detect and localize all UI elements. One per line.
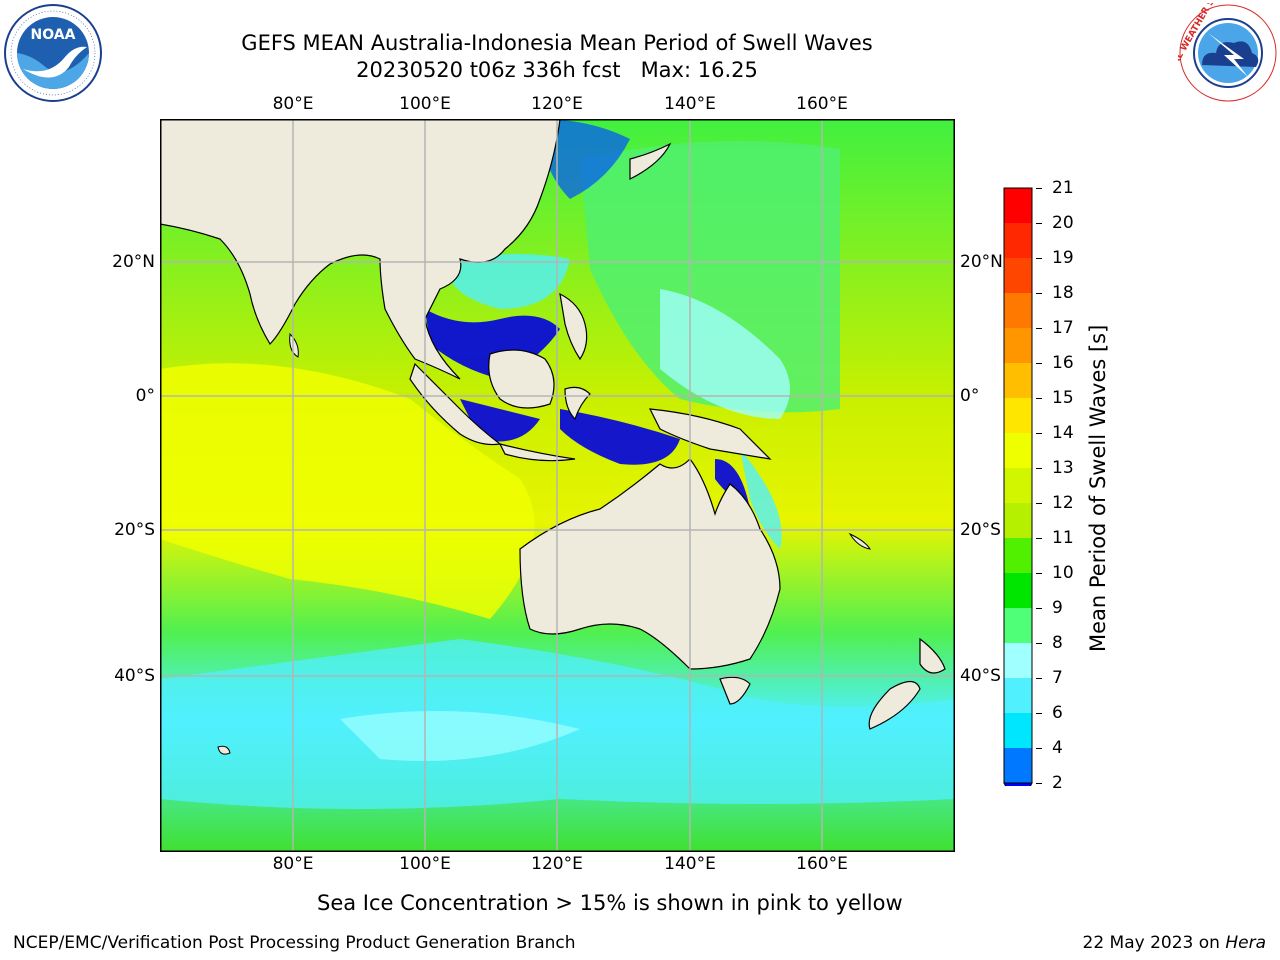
lon-tick-bottom: 120°E xyxy=(531,854,583,874)
high-period-band xyxy=(160,363,535,619)
lat-tick-left: 20°S xyxy=(114,520,155,540)
colorbar-tick-mark xyxy=(1036,712,1042,714)
colorbar-tick-label: 18 xyxy=(1052,283,1074,303)
colorbar-tick-mark xyxy=(1036,642,1042,644)
colorbar-tick-mark xyxy=(1036,432,1042,434)
new-zealand-south xyxy=(868,680,921,730)
colorbar-bin xyxy=(1004,678,1032,713)
colorbar-bin xyxy=(1004,258,1032,293)
lon-tick-top: 120°E xyxy=(531,94,583,114)
japan-fragment xyxy=(629,142,672,180)
colorbar-tick-label: 21 xyxy=(1052,178,1074,198)
map-frame xyxy=(160,119,955,852)
colorbar-tick-label: 6 xyxy=(1052,703,1063,723)
philippines xyxy=(559,292,588,361)
colorbar-bin xyxy=(1004,643,1032,678)
lat-tick-left: 20°N xyxy=(112,252,155,272)
colorbar-bin xyxy=(1004,328,1032,363)
colorbar-tick-label: 16 xyxy=(1052,353,1074,373)
colorbar-bin xyxy=(1004,363,1032,398)
colorbar-tick-mark xyxy=(1036,222,1042,224)
colorbar-tick-label: 7 xyxy=(1052,668,1063,688)
colorbar-tick-mark xyxy=(1036,502,1042,504)
colorbar-frame xyxy=(1003,187,1033,784)
colorbar-tick-mark xyxy=(1036,362,1042,364)
colorbar-bin xyxy=(1004,293,1032,328)
colorbar-tick-mark xyxy=(1036,327,1042,329)
chart-subtitle: 20230520 t06z 336h fcst Max: 16.25 xyxy=(356,58,758,82)
lat-tick-right: 20°N xyxy=(960,252,1003,272)
colorbar-bin xyxy=(1004,398,1032,433)
lon-tick-bottom: 100°E xyxy=(399,854,451,874)
lat-tick-left: 0° xyxy=(135,386,155,406)
colorbar-bin xyxy=(1004,713,1032,748)
credit-date: 22 May 2023 on Hera xyxy=(1083,933,1267,953)
lon-tick-bottom: 80°E xyxy=(272,854,314,874)
colorbar-tick-mark xyxy=(1036,467,1042,469)
colorbar-bin xyxy=(1004,748,1032,783)
colorbar-bin xyxy=(1004,538,1032,573)
colorbar-bin xyxy=(1004,433,1032,468)
colorbar-tick-mark xyxy=(1036,782,1042,784)
colorbar-tick-mark xyxy=(1036,607,1042,609)
lat-tick-right: 0° xyxy=(960,386,980,406)
colorbar xyxy=(1003,187,1033,786)
colorbar-bin xyxy=(1004,503,1032,538)
colorbar-bin xyxy=(1004,468,1032,503)
tasmania xyxy=(719,676,751,705)
credit-host: Hera xyxy=(1225,933,1266,953)
lon-tick-top: 80°E xyxy=(272,94,314,114)
colorbar-tick-mark xyxy=(1036,292,1042,294)
credit-branch: NCEP/EMC/Verification Post Processing Pr… xyxy=(13,933,576,953)
lon-tick-top: 160°E xyxy=(796,94,848,114)
colorbar-tick-mark xyxy=(1036,257,1042,259)
colorbar-tick-mark xyxy=(1036,187,1042,189)
colorbar-tick-label: 12 xyxy=(1052,493,1074,513)
colorbar-tick-label: 13 xyxy=(1052,458,1074,478)
short-period-patch xyxy=(660,289,790,419)
colorbar-title: Mean Period of Swell Waves [s] xyxy=(1086,324,1110,652)
colorbar-tick-mark xyxy=(1036,747,1042,749)
colorbar-tick-mark xyxy=(1036,397,1042,399)
new-zealand-north xyxy=(919,637,946,674)
lat-tick-right: 20°S xyxy=(960,520,1001,540)
colorbar-tick-label: 4 xyxy=(1052,738,1063,758)
colorbar-tick-mark xyxy=(1036,537,1042,539)
colorbar-bin xyxy=(1004,608,1032,643)
colorbar-tick-label: 11 xyxy=(1052,528,1074,548)
colorbar-bin xyxy=(1004,573,1032,608)
pacific-swell-region xyxy=(580,141,840,413)
noaa-logo: NOAA xyxy=(4,4,102,102)
lon-tick-top: 100°E xyxy=(399,94,451,114)
colorbar-tick-label: 9 xyxy=(1052,598,1063,618)
borneo xyxy=(488,349,555,409)
lon-tick-top: 140°E xyxy=(664,94,716,114)
colorbar-tick-label: 20 xyxy=(1052,213,1074,233)
swell-period-map xyxy=(160,119,955,852)
lat-tick-left: 40°S xyxy=(114,666,155,686)
colorbar-tick-label: 15 xyxy=(1052,388,1074,408)
colorbar-tick-label: 14 xyxy=(1052,423,1074,443)
colorbar-tick-label: 17 xyxy=(1052,318,1074,338)
colorbar-bin xyxy=(1004,188,1032,223)
colorbar-tick-mark xyxy=(1036,677,1042,679)
nws-logo: NATIONAL WEATHER SERVICE xyxy=(1178,3,1277,102)
colorbar-tick-mark xyxy=(1036,572,1042,574)
sea-ice-note: Sea Ice Concentration > 15% is shown in … xyxy=(317,891,903,915)
colorbar-tick-label: 10 xyxy=(1052,563,1074,583)
australia xyxy=(519,458,781,670)
colorbar-tick-label: 2 xyxy=(1052,773,1063,793)
asia-landmass xyxy=(160,119,561,380)
colorbar-tick-label: 8 xyxy=(1052,633,1063,653)
graticule xyxy=(160,119,955,852)
svg-text:NOAA: NOAA xyxy=(31,27,76,43)
lon-tick-bottom: 160°E xyxy=(796,854,848,874)
lon-tick-bottom: 140°E xyxy=(664,854,716,874)
colorbar-bin xyxy=(1004,223,1032,258)
colorbar-tick-label: 19 xyxy=(1052,248,1074,268)
lat-tick-right: 40°S xyxy=(960,666,1001,686)
chart-title: GEFS MEAN Australia-Indonesia Mean Perio… xyxy=(241,31,873,55)
credit-date-text: 22 May 2023 on xyxy=(1082,933,1226,953)
